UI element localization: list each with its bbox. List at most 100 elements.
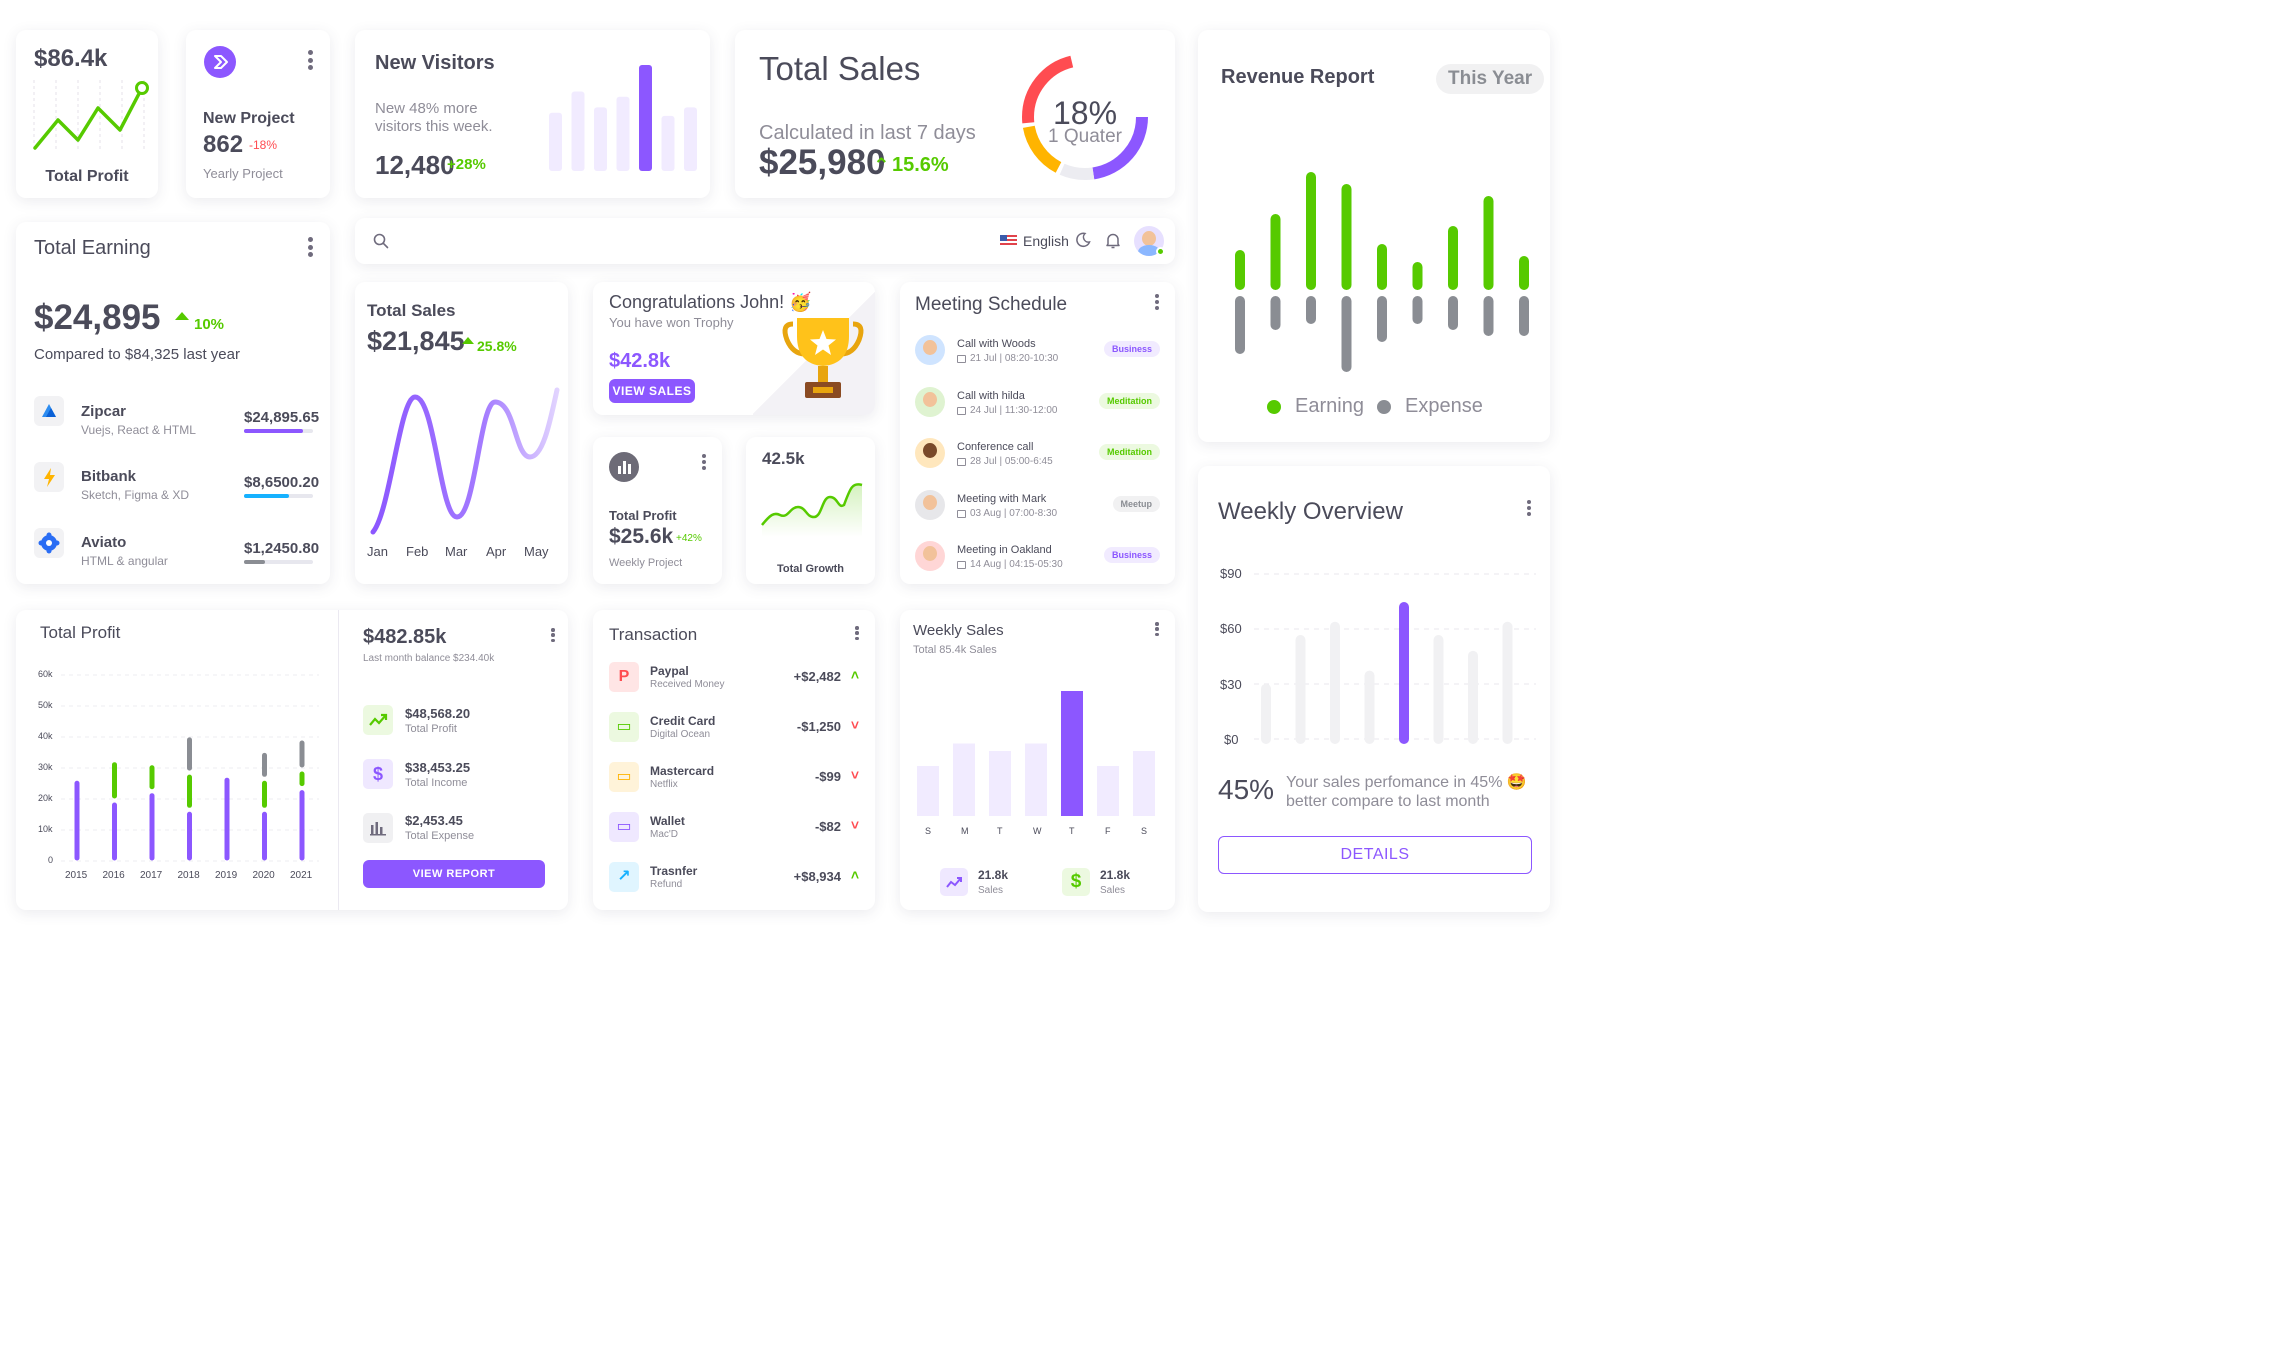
- month-label: Apr: [486, 544, 507, 559]
- language-selector[interactable]: English: [1023, 233, 1069, 249]
- bolt-icon: [34, 462, 64, 492]
- y-tick-label: $30: [1220, 677, 1242, 692]
- weekly-sales-bar: [1133, 751, 1155, 816]
- total-earning-menu-icon[interactable]: [307, 237, 313, 257]
- chevron-up-icon: ˄: [850, 867, 859, 883]
- profit-mini-card: $86.4k Total Profit: [16, 30, 158, 198]
- aviato-icon: [34, 528, 64, 558]
- transaction-name: Wallet: [650, 814, 685, 828]
- balance-item-value: $48,568.20: [405, 706, 471, 721]
- growth-card: 42.5k Total Growth: [746, 437, 875, 584]
- weekly-sales-stat-label: Sales: [978, 885, 1004, 896]
- avatar-face: [923, 340, 937, 355]
- balance-subtitle: Last month balance $234.40k: [363, 653, 495, 664]
- new-visitors-title: New Visitors: [375, 52, 495, 74]
- avatar: [915, 489, 945, 520]
- weekly-sales-bar: [1025, 743, 1047, 816]
- profit-mini-line: [33, 80, 149, 150]
- avatar[interactable]: [1134, 226, 1164, 256]
- revenue-period-chip[interactable]: This Year: [1436, 64, 1545, 94]
- details-button[interactable]: DETAILS: [1218, 836, 1532, 874]
- y-tick-label: $90: [1220, 566, 1242, 581]
- visitor-bar: [594, 107, 607, 171]
- y-tick-label: 30k: [38, 762, 53, 772]
- month-label: Feb: [406, 544, 429, 559]
- total-profit-mini-change: +42%: [676, 533, 702, 544]
- total-profit-mini-card: Total Profit $25.6k +42% Weekly Project: [593, 437, 722, 584]
- month-label: May: [524, 544, 549, 559]
- revenue-bars: [1235, 172, 1529, 372]
- meeting-title: Meeting in Oakland: [957, 544, 1052, 556]
- transaction-amount: -$82: [814, 819, 841, 834]
- meeting-title: Call with Woods: [957, 338, 1036, 350]
- chevron-up-icon: ˄: [850, 667, 859, 683]
- transaction-name: Trasnfer: [650, 864, 698, 878]
- balance-item-label: Total Expense: [405, 830, 475, 842]
- meeting-date: 14 Aug | 04:15-05:30: [970, 559, 1063, 570]
- total-profit-mini-value: $25.6k: [609, 525, 674, 548]
- balance-item-value: $38,453.25: [405, 760, 471, 775]
- y-tick-label: 50k: [38, 700, 53, 710]
- new-visitors-card: New Visitors New 48% more visitors this …: [355, 30, 710, 198]
- month-label: Mar: [445, 544, 468, 559]
- y-tick-label: 0: [48, 855, 54, 865]
- donut-label: 1 Quater: [1048, 126, 1122, 147]
- total-sales-top-desc: Calculated in last 7 days: [759, 122, 976, 144]
- total-sales-top-card: Total Sales Calculated in last 7 days $2…: [735, 30, 1175, 198]
- weekly-overview-menu-icon[interactable]: [1526, 500, 1532, 516]
- meeting-date: 21 Jul | 08:20-10:30: [970, 353, 1059, 364]
- visitor-bar: [549, 112, 562, 171]
- transaction-amount: -$1,250: [796, 719, 841, 734]
- new-visitors-desc-2: visitors this week.: [375, 118, 493, 135]
- new-project-menu-icon[interactable]: [307, 50, 313, 70]
- earning-item-name: Zipcar: [81, 403, 127, 420]
- view-sales-button[interactable]: VIEW SALES: [609, 379, 695, 403]
- search-icon[interactable]: [373, 233, 389, 249]
- chevron-down-icon: ˅: [850, 817, 859, 833]
- avatar: [915, 335, 945, 365]
- card-divider: [338, 610, 339, 910]
- meeting-schedule-card: Meeting Schedule Call with Woods 21 Jul |…: [900, 282, 1175, 584]
- moon-icon[interactable]: [1075, 232, 1091, 248]
- earning-item-amount: $1,2450.80: [244, 540, 320, 557]
- avatar-face: [923, 494, 937, 510]
- trophy-icon: [782, 318, 864, 398]
- revenue-report-title: Revenue Report: [1221, 66, 1375, 88]
- trending-up-icon: [940, 868, 968, 896]
- balance-menu-icon[interactable]: [550, 628, 556, 642]
- transaction-menu-icon[interactable]: [854, 626, 860, 640]
- weekly-sales-subtitle: Total 85.4k Sales: [913, 644, 997, 656]
- weekly-sales-stat-label: Sales: [1100, 885, 1126, 896]
- total-sales-line-title: Total Sales: [367, 301, 456, 320]
- view-report-button[interactable]: VIEW REPORT: [363, 860, 545, 888]
- growth-label: Total Growth: [776, 563, 844, 575]
- new-project-value: 862: [203, 131, 244, 158]
- mastercard-icon: ▭: [609, 762, 639, 792]
- transaction-sub: Digital Ocean: [650, 729, 711, 740]
- expense-legend: Expense: [1405, 395, 1483, 417]
- weekly-overview-percent: 45%: [1218, 774, 1275, 805]
- weekly-overview-bars: [1254, 573, 1536, 744]
- meeting-date: 28 Jul | 05:00-6:45: [970, 456, 1053, 467]
- y-tick-label: 20k: [38, 793, 53, 803]
- meeting-tag: Business: [1103, 547, 1160, 563]
- calendar-icon: [957, 561, 966, 569]
- transaction-amount: +$8,934: [793, 869, 841, 884]
- credit-card-icon: ▭: [609, 712, 639, 742]
- new-project-subtitle: Yearly Project: [203, 166, 283, 181]
- transaction-sub: Refund: [650, 879, 683, 890]
- day-label: S: [925, 826, 932, 836]
- dollar-icon: $: [1062, 868, 1090, 896]
- total-earning-compare: Compared to $84,325 last year: [34, 346, 240, 363]
- bell-icon[interactable]: [1105, 232, 1121, 249]
- meeting-menu-icon[interactable]: [1154, 294, 1160, 310]
- dollar-icon: $: [363, 759, 393, 789]
- earning-legend: Earning: [1295, 395, 1364, 417]
- arrow-up-icon: [175, 312, 189, 320]
- total-profit-mini-menu-icon[interactable]: [701, 454, 707, 470]
- weekly-sales-menu-icon[interactable]: [1154, 622, 1160, 636]
- calendar-icon: [957, 406, 966, 415]
- day-label: T: [997, 826, 1003, 836]
- wallet-icon: ▭: [609, 812, 639, 842]
- y-tick-label: $60: [1220, 621, 1242, 636]
